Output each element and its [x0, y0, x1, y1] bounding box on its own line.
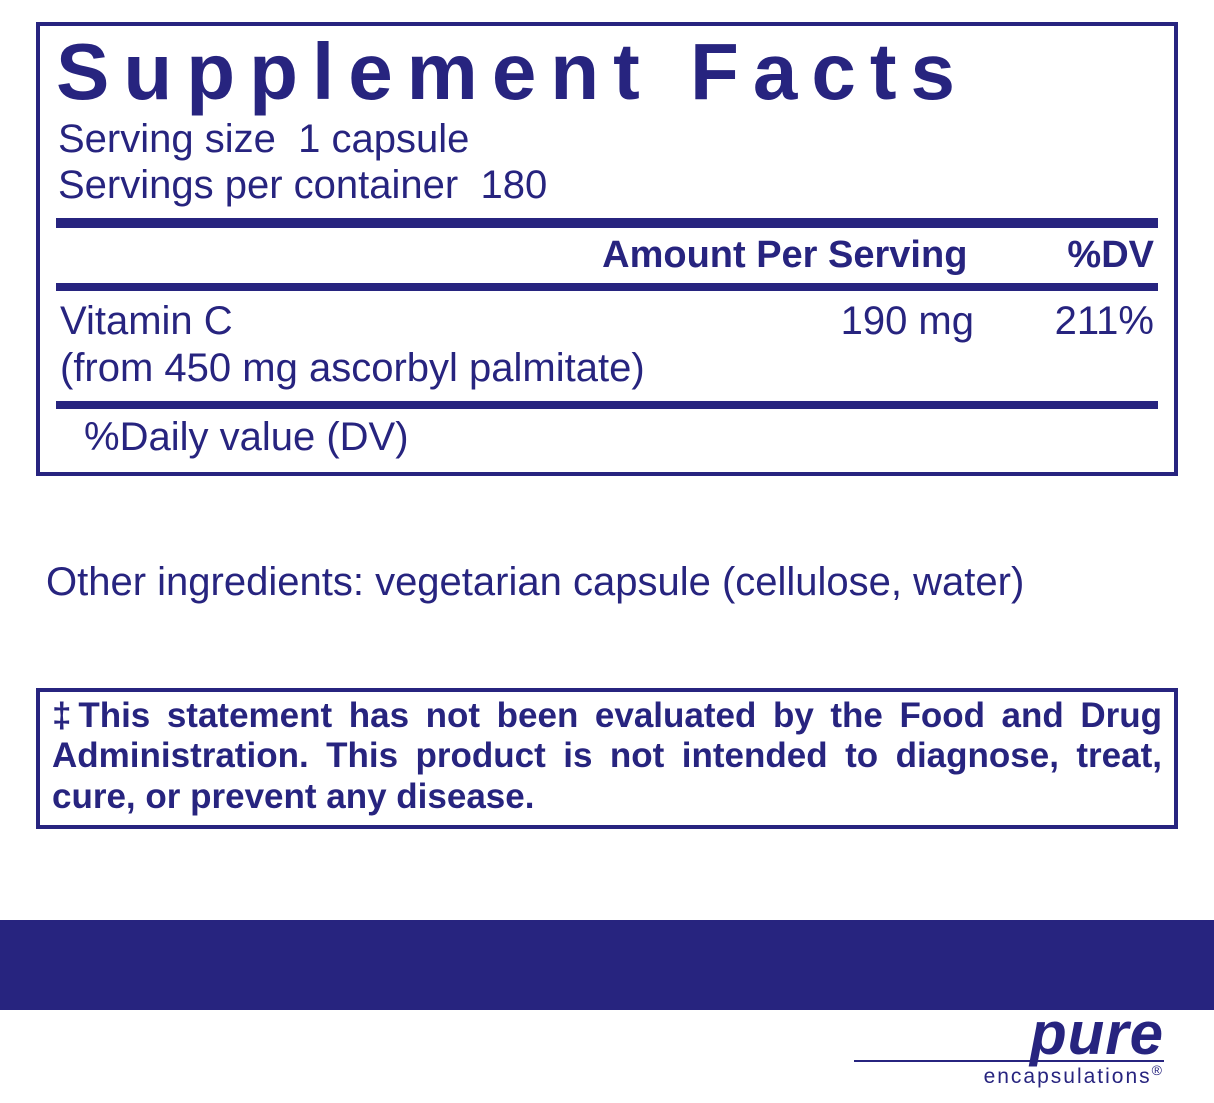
- servings-value: 180: [480, 163, 547, 207]
- nutrient-dv: 211%: [974, 299, 1154, 344]
- serving-block: Serving size 1 capsule Servings per cont…: [56, 114, 1158, 218]
- serving-size-label: Serving size: [58, 117, 276, 161]
- divider-med: [56, 283, 1158, 291]
- brand-subtitle: encapsulations®: [854, 1062, 1164, 1089]
- other-ingredients: Other ingredients: vegetarian capsule (c…: [46, 560, 1166, 605]
- nutrient-name: Vitamin C: [60, 299, 734, 344]
- brand-name: pure: [854, 1010, 1164, 1058]
- serving-size-row: Serving size 1 capsule: [58, 116, 1156, 162]
- footer-bar: [0, 920, 1214, 1010]
- nutrient-amount: 190 mg: [734, 299, 974, 344]
- supplement-facts-panel: Supplement Facts Serving size 1 capsule …: [36, 22, 1178, 476]
- divider-med: [56, 401, 1158, 409]
- brand-sub-text: encapsulations: [984, 1065, 1152, 1088]
- nutrient-sub: (from 450 mg ascorbyl palmitate): [56, 346, 1158, 401]
- panel-title: Supplement Facts: [56, 26, 1158, 114]
- servings-label: Servings per container: [58, 163, 458, 207]
- divider-thick: [56, 218, 1158, 228]
- servings-per-container-row: Servings per container 180: [58, 162, 1156, 208]
- serving-size-value: 1 capsule: [298, 117, 469, 161]
- header-dv: %DV: [1067, 234, 1154, 277]
- dv-note: %Daily value (DV): [56, 409, 1158, 464]
- nutrient-row: Vitamin C 190 mg 211%: [56, 291, 1158, 346]
- registered-icon: ®: [1152, 1062, 1164, 1078]
- fda-disclaimer: ‡This statement has not been evaluated b…: [36, 688, 1178, 829]
- column-header-row: Amount Per Serving %DV: [56, 228, 1158, 283]
- brand-logo: pure encapsulations®: [854, 1010, 1164, 1089]
- header-amount: Amount Per Serving: [602, 234, 967, 277]
